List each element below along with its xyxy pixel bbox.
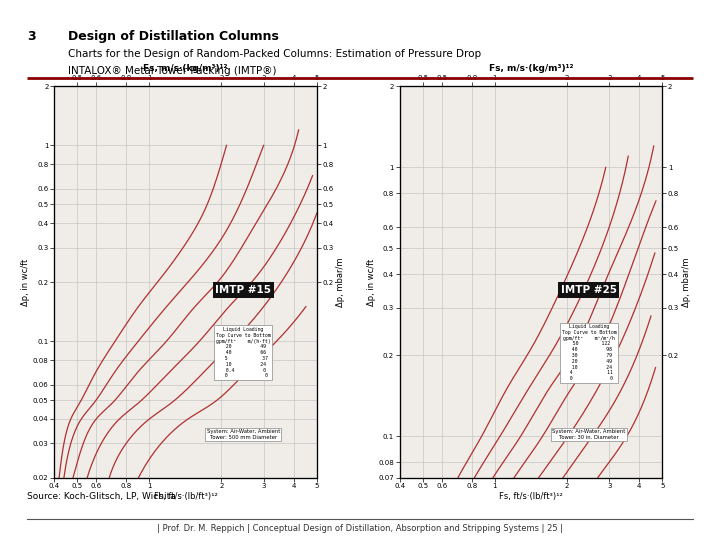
X-axis label: Fs, ft/s·(lb/ft³)¹²: Fs, ft/s·(lb/ft³)¹² xyxy=(153,492,217,501)
Text: 3: 3 xyxy=(27,30,36,43)
Text: INTALOX® Metal Tower Packing (IMTP®): INTALOX® Metal Tower Packing (IMTP®) xyxy=(68,66,277,76)
Text: Source: Koch-Glitsch, LP, Wichita: Source: Koch-Glitsch, LP, Wichita xyxy=(27,492,176,502)
Text: Liquid Loading
Top Curve to Bottom
gpm/ft²    m³/m²/h
  50        122
  40      : Liquid Loading Top Curve to Bottom gpm/f… xyxy=(562,324,616,381)
Text: Design of Distillation Columns: Design of Distillation Columns xyxy=(68,30,279,43)
Text: IMTP #15: IMTP #15 xyxy=(215,285,271,295)
Y-axis label: Δp, in wc/ft: Δp, in wc/ft xyxy=(21,259,30,306)
Text: System: Air-Water, Ambient
Tower: 30 in. Diameter: System: Air-Water, Ambient Tower: 30 in.… xyxy=(552,429,626,440)
Text: Liquid Loading
Top Curve to Bottom
gpm/ft²    m/(h·ft)
  20          49
  40    : Liquid Loading Top Curve to Bottom gpm/f… xyxy=(216,327,271,379)
Text: | Prof. Dr. M. Reppich | Conceptual Design of Distillation, Absorption and Strip: | Prof. Dr. M. Reppich | Conceptual Desi… xyxy=(157,524,563,533)
X-axis label: Fs, m/s·(kg/m³)¹²: Fs, m/s·(kg/m³)¹² xyxy=(143,64,228,73)
Y-axis label: Δp, in wc/ft: Δp, in wc/ft xyxy=(366,259,376,306)
Y-axis label: Δp, mbar/m: Δp, mbar/m xyxy=(682,258,691,307)
Text: IMTP #25: IMTP #25 xyxy=(561,285,617,295)
X-axis label: Fs, ft/s·(lb/ft³)¹²: Fs, ft/s·(lb/ft³)¹² xyxy=(499,492,563,501)
Y-axis label: Δp, mbar/m: Δp, mbar/m xyxy=(336,258,346,307)
Text: Charts for the Design of Random-Packed Columns: Estimation of Pressure Drop: Charts for the Design of Random-Packed C… xyxy=(68,49,482,59)
Text: System: Air-Water, Ambient
Tower: 500 mm Diameter: System: Air-Water, Ambient Tower: 500 mm… xyxy=(207,429,280,440)
X-axis label: Fs, m/s·(kg/m³)¹²: Fs, m/s·(kg/m³)¹² xyxy=(489,64,573,73)
